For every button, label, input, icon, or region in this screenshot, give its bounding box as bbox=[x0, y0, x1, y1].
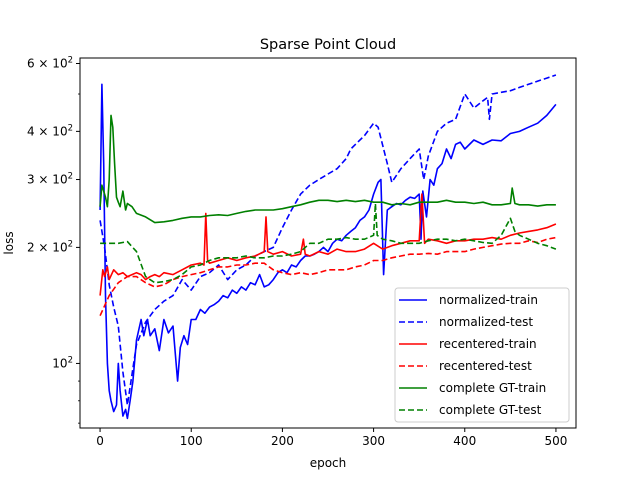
series-line-4 bbox=[99, 114, 556, 224]
y-axis: 102 2 × 102 3 × 102 4 × 102 6 × 102 bbox=[27, 55, 80, 424]
series-line-2 bbox=[99, 193, 557, 296]
x-axis: 0 100 200 300 400 500 bbox=[96, 428, 567, 448]
chart-title: Sparse Point Cloud bbox=[260, 37, 396, 53]
legend-label: complete GT-test bbox=[439, 403, 542, 417]
x-tick-label: 200 bbox=[271, 434, 294, 448]
x-axis-label: epoch bbox=[310, 456, 347, 470]
y-tick-label: 3 × 102 bbox=[27, 172, 73, 187]
y-tick-label: 4 × 102 bbox=[27, 123, 73, 138]
x-tick-label: 500 bbox=[544, 434, 567, 448]
legend-label: normalized-test bbox=[439, 315, 533, 329]
y-tick-label: 6 × 102 bbox=[27, 55, 73, 70]
legend-box bbox=[394, 287, 570, 423]
plot-frame bbox=[79, 57, 577, 429]
y-axis-label: loss bbox=[2, 231, 16, 254]
series-layer bbox=[99, 74, 557, 420]
legend: normalized-train normalized-test recentere… bbox=[394, 287, 570, 423]
series-line-0 bbox=[99, 83, 557, 420]
legend-label: recentered-test bbox=[439, 359, 532, 373]
x-tick-label: 0 bbox=[96, 434, 104, 448]
x-tick-label: 100 bbox=[180, 434, 203, 448]
legend-label: recentered-train bbox=[439, 337, 537, 351]
y-tick-label: 2 × 102 bbox=[27, 239, 73, 254]
y-tick-label: 102 bbox=[52, 355, 73, 370]
x-tick-label: 400 bbox=[453, 434, 476, 448]
series-line-1 bbox=[99, 74, 557, 406]
legend-label: complete GT-train bbox=[439, 381, 546, 395]
x-tick-label: 300 bbox=[362, 434, 385, 448]
legend-label: normalized-train bbox=[439, 293, 538, 307]
